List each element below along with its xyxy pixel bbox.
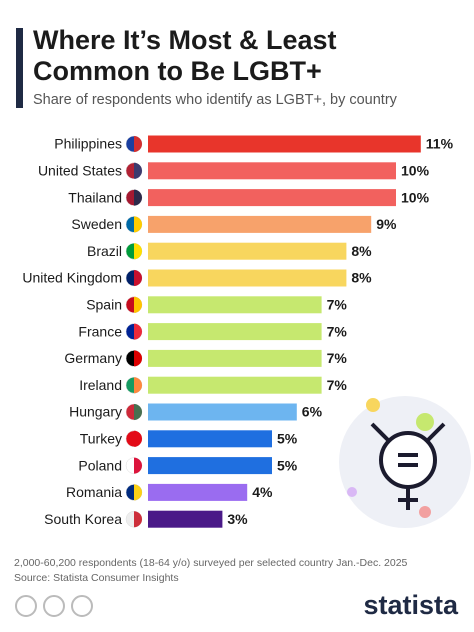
- source: Source: Statista Consumer Insights: [14, 572, 179, 584]
- value-label: 3%: [227, 511, 248, 527]
- flag-icon: [134, 377, 142, 394]
- category-label: Ireland: [79, 377, 122, 393]
- category-label: United Kingdom: [22, 270, 122, 286]
- flag-icon: [134, 136, 142, 152]
- bar: [148, 269, 347, 287]
- bar: [148, 457, 272, 475]
- flag-icon: [134, 243, 143, 260]
- bar: [148, 403, 297, 421]
- category-label: South Korea: [44, 511, 122, 527]
- chart-subtitle: Share of respondents who identify as LGB…: [33, 92, 397, 108]
- bar: [148, 510, 223, 528]
- flag-icon: [134, 511, 142, 528]
- category-label: Spain: [86, 297, 122, 313]
- bar: [148, 376, 322, 394]
- value-label: 7%: [327, 377, 348, 393]
- value-label: 7%: [327, 323, 348, 339]
- bar: [148, 430, 272, 448]
- license-icons: [15, 595, 93, 617]
- flag-icon: [134, 216, 142, 233]
- category-label: Romania: [66, 484, 122, 500]
- bar: [148, 189, 396, 207]
- flag-icon: [134, 162, 142, 179]
- flag-icon: [134, 296, 142, 313]
- flag-icon: [134, 270, 142, 286]
- category-label: France: [78, 323, 122, 339]
- category-label: United States: [38, 163, 122, 179]
- title-accent: [16, 28, 23, 108]
- flag-icon: [134, 323, 142, 340]
- flag-icon: [134, 404, 142, 420]
- bar: [148, 323, 322, 341]
- flag-icon: [134, 189, 142, 206]
- bar: [148, 242, 347, 260]
- bar: [148, 162, 396, 180]
- category-label: Thailand: [68, 189, 122, 205]
- footnote: 2,000-60,200 respondents (18-64 y/o) sur…: [14, 557, 408, 569]
- category-label: Philippines: [54, 136, 122, 152]
- value-label: 9%: [376, 216, 397, 232]
- bar: [148, 349, 322, 367]
- bar: [148, 135, 421, 153]
- bar: [148, 296, 322, 314]
- flag-icon: [134, 484, 142, 501]
- value-label: 4%: [252, 484, 273, 500]
- value-label: 10%: [401, 163, 430, 179]
- flag-icon: [134, 430, 142, 447]
- category-label: Poland: [78, 457, 122, 473]
- chart-title: Where It’s Most & Least Common to Be LGB…: [33, 25, 337, 86]
- value-label: 8%: [351, 243, 372, 259]
- value-label: 8%: [351, 270, 372, 286]
- flag-icon: [134, 457, 142, 474]
- bar: [148, 215, 372, 233]
- value-label: 11%: [426, 136, 454, 152]
- value-label: 7%: [327, 297, 348, 313]
- flag-icon: [134, 350, 142, 367]
- category-label: Turkey: [80, 431, 122, 447]
- value-label: 5%: [277, 457, 298, 473]
- category-label: Sweden: [71, 216, 122, 232]
- category-label: Germany: [64, 350, 122, 366]
- category-label: Brazil: [87, 243, 122, 259]
- decoration: [339, 396, 471, 528]
- value-label: 10%: [401, 189, 430, 205]
- value-label: 5%: [277, 431, 298, 447]
- value-label: 7%: [327, 350, 348, 366]
- bar: [148, 483, 248, 501]
- category-label: Hungary: [69, 404, 122, 420]
- value-label: 6%: [302, 404, 323, 420]
- brand-logo: statista: [363, 590, 459, 620]
